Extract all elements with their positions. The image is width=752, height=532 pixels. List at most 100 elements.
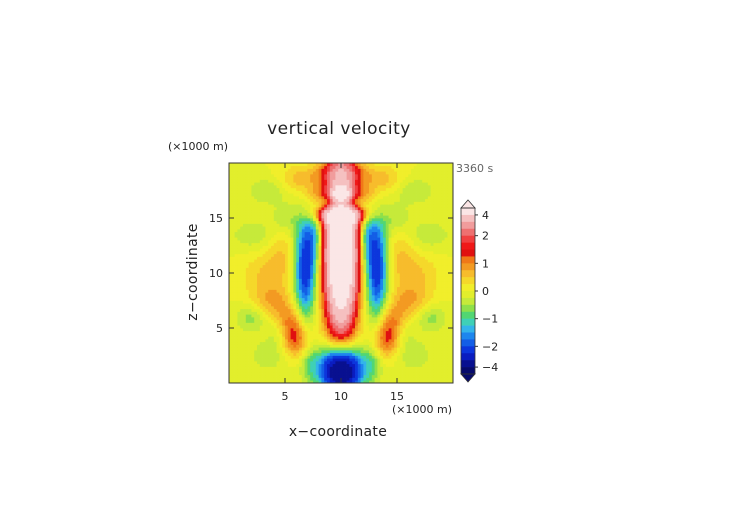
heatmap-cell <box>388 267 392 271</box>
heatmap-cell <box>402 245 406 249</box>
heatmap-cell <box>425 267 429 271</box>
heatmap-cell <box>301 333 305 337</box>
heatmap-cell <box>352 339 356 343</box>
heatmap-cell <box>343 352 347 356</box>
heatmap-cell <box>324 308 328 312</box>
heatmap-cell <box>265 319 269 323</box>
heatmap-cell <box>299 355 303 359</box>
heatmap-cell <box>436 295 440 299</box>
heatmap-cell <box>385 372 389 376</box>
heatmap-cell <box>427 355 431 359</box>
heatmap-cell <box>405 245 409 249</box>
heatmap-cell <box>262 344 266 348</box>
heatmap-cell <box>349 245 353 249</box>
heatmap-cell <box>335 264 339 268</box>
heatmap-cell <box>243 314 247 318</box>
heatmap-cell <box>257 253 261 257</box>
heatmap-cell <box>245 286 249 290</box>
heatmap-cell <box>380 286 384 290</box>
heatmap-cell <box>447 226 451 230</box>
heatmap-cell <box>299 212 303 216</box>
heatmap-cell <box>402 237 406 241</box>
heatmap-cell <box>240 341 244 345</box>
heatmap-cell <box>290 336 294 340</box>
heatmap-cell <box>349 303 353 307</box>
heatmap-cell <box>397 361 401 365</box>
heatmap-cell <box>369 319 373 323</box>
heatmap-cell <box>341 223 345 227</box>
heatmap-cell <box>285 374 289 378</box>
heatmap-cell <box>374 374 378 378</box>
heatmap-cell <box>234 292 238 296</box>
heatmap-cell <box>307 220 311 224</box>
heatmap-cell <box>402 289 406 293</box>
heatmap-cell <box>318 284 322 288</box>
heatmap-cell <box>248 339 252 343</box>
heatmap-cell <box>360 355 364 359</box>
heatmap-cell <box>251 344 255 348</box>
heatmap-cell <box>304 237 308 241</box>
heatmap-cell <box>343 306 347 310</box>
heatmap-cell <box>433 267 437 271</box>
heatmap-cell <box>268 350 272 354</box>
heatmap-cell <box>332 336 336 340</box>
heatmap-cell <box>285 380 289 384</box>
heatmap-cell <box>388 366 392 370</box>
heatmap-cell <box>433 231 437 235</box>
heatmap-cell <box>388 314 392 318</box>
heatmap-cell <box>296 256 300 260</box>
heatmap-cell <box>321 325 325 329</box>
heatmap-cell <box>251 355 255 359</box>
heatmap-cell <box>338 234 342 238</box>
heatmap-cell <box>329 341 333 345</box>
heatmap-cell <box>229 292 233 296</box>
heatmap-cell <box>425 273 429 277</box>
heatmap-cell <box>332 286 336 290</box>
heatmap-cell <box>416 366 420 370</box>
heatmap-cell <box>399 330 403 334</box>
heatmap-cell <box>282 341 286 345</box>
heatmap-cell <box>341 215 345 219</box>
heatmap-cell <box>268 328 272 332</box>
heatmap-cell <box>237 328 241 332</box>
heatmap-cell <box>271 286 275 290</box>
heatmap-cell <box>388 215 392 219</box>
heatmap-cell <box>360 300 364 304</box>
heatmap-cell <box>276 366 280 370</box>
heatmap-cell <box>357 308 361 312</box>
heatmap-cell <box>399 231 403 235</box>
heatmap-cell <box>366 341 370 345</box>
heatmap-cell <box>346 267 350 271</box>
heatmap-cell <box>377 325 381 329</box>
heatmap-cell <box>369 372 373 376</box>
heatmap-cell <box>366 275 370 279</box>
heatmap-cell <box>413 237 417 241</box>
heatmap-cell <box>290 319 294 323</box>
heatmap-cell <box>287 262 291 266</box>
heatmap-cell <box>436 336 440 340</box>
heatmap-cell <box>229 300 233 304</box>
heatmap-cell <box>276 215 280 219</box>
heatmap-cell <box>315 372 319 376</box>
heatmap-cell <box>413 344 417 348</box>
heatmap-cell <box>394 358 398 362</box>
heatmap-cell <box>321 229 325 233</box>
heatmap-cell <box>240 223 244 227</box>
heatmap-cell <box>229 319 233 323</box>
heatmap-cell <box>259 245 263 249</box>
heatmap-cell <box>405 314 409 318</box>
heatmap-cell <box>360 344 364 348</box>
heatmap-cell <box>237 275 241 279</box>
heatmap-cell <box>355 314 359 318</box>
heatmap-cell <box>436 297 440 301</box>
heatmap-cell <box>371 347 375 351</box>
heatmap-cell <box>282 289 286 293</box>
heatmap-cell <box>240 347 244 351</box>
heatmap-cell <box>282 311 286 315</box>
heatmap-cell <box>245 325 249 329</box>
heatmap-cell <box>262 303 266 307</box>
heatmap-cell <box>377 234 381 238</box>
heatmap-cell <box>259 286 263 290</box>
heatmap-cell <box>441 306 445 310</box>
heatmap-cell <box>341 377 345 381</box>
